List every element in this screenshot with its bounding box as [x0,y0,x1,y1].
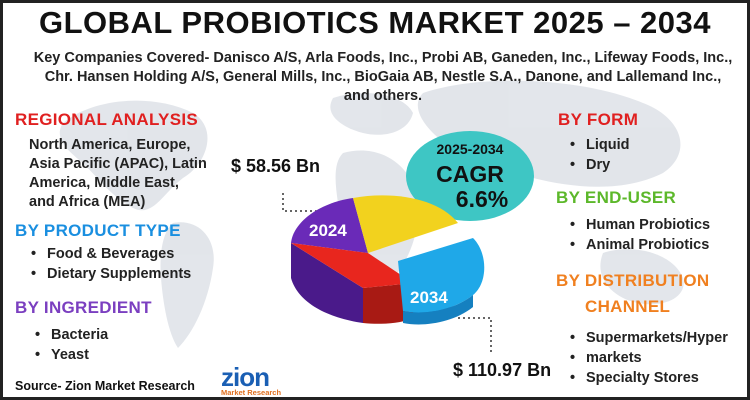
list-item: Animal Probiotics [568,235,710,255]
list-item: Specialty Stores [568,368,728,388]
cagr-value: 6.6% [455,186,509,212]
pie-side-red [363,283,413,324]
market-value-2024: $ 58.56 Bn [231,156,321,176]
end-user-heading: BY END-USER [556,188,677,207]
cagr-label: CAGR [436,161,504,187]
list-item: Dry [568,155,630,175]
pie-label-2024: 2024 [309,221,347,240]
pie-slice-red [291,243,413,288]
distribution-list: Supermarkets/Hyper markets Specialty Sto… [568,328,728,388]
form-heading: BY FORM [558,110,639,129]
leader-line-2034 [458,317,492,353]
pie-slice-blue-raised [398,238,485,313]
distribution-heading: BY DISTRIBUTION [556,271,710,290]
leader-line-2024 [282,193,323,212]
pie-graphic: 2024 2034 [282,193,492,353]
regional-line: Asia Pacific (APAC), Latin [29,156,207,172]
form-list: Liquid Dry [568,135,630,175]
product-type-heading: BY PRODUCT TYPE [15,221,181,240]
regional-analysis-text: North America, Europe, Asia Pacific (APA… [29,136,239,212]
pie-label-2034: 2034 [410,288,448,307]
source-text: Source- Zion Market Research [15,379,195,393]
ingredient-heading: BY INGREDIENT [15,298,152,317]
list-item: Supermarkets/Hyper [568,328,728,348]
list-item: Human Probiotics [568,215,710,235]
regional-line: America, Middle East, [29,175,179,191]
regional-line: North America, Europe, [29,137,191,153]
pie-slice-purple [291,198,368,253]
key-companies-text: Key Companies Covered- Danisco A/S, Arla… [33,50,733,104]
page-title: GLOBAL PROBIOTICS MARKET 2025 – 2034 [38,5,712,40]
pie-slice-yellow [353,195,458,253]
list-item: Yeast [33,345,108,365]
list-item: Dietary Supplements [29,264,191,284]
ingredient-list: Bacteria Yeast [33,325,108,365]
distribution-heading-line2: CHANNEL [585,297,671,316]
zion-logo: zion Market Research [221,362,291,397]
list-item: Liquid [568,135,630,155]
cagr-years: 2025-2034 [436,141,504,157]
logo-subtitle: Market Research [221,388,282,397]
list-item: markets [568,348,728,368]
list-item-continuation: markets [586,350,642,366]
pie-slice-blue-side [403,295,473,325]
regional-analysis-heading: REGIONAL ANALYSIS [15,110,199,129]
list-item: Food & Beverages [29,244,191,264]
logo-word: zion [221,362,270,392]
end-user-list: Human Probiotics Animal Probiotics [568,215,710,255]
list-item: Bacteria [33,325,108,345]
regional-line: and Africa (MEA) [29,194,146,210]
product-type-list: Food & Beverages Dietary Supplements [29,244,191,284]
pie-side-purple [291,243,363,323]
market-value-2034: $ 110.97 Bn [453,360,552,380]
